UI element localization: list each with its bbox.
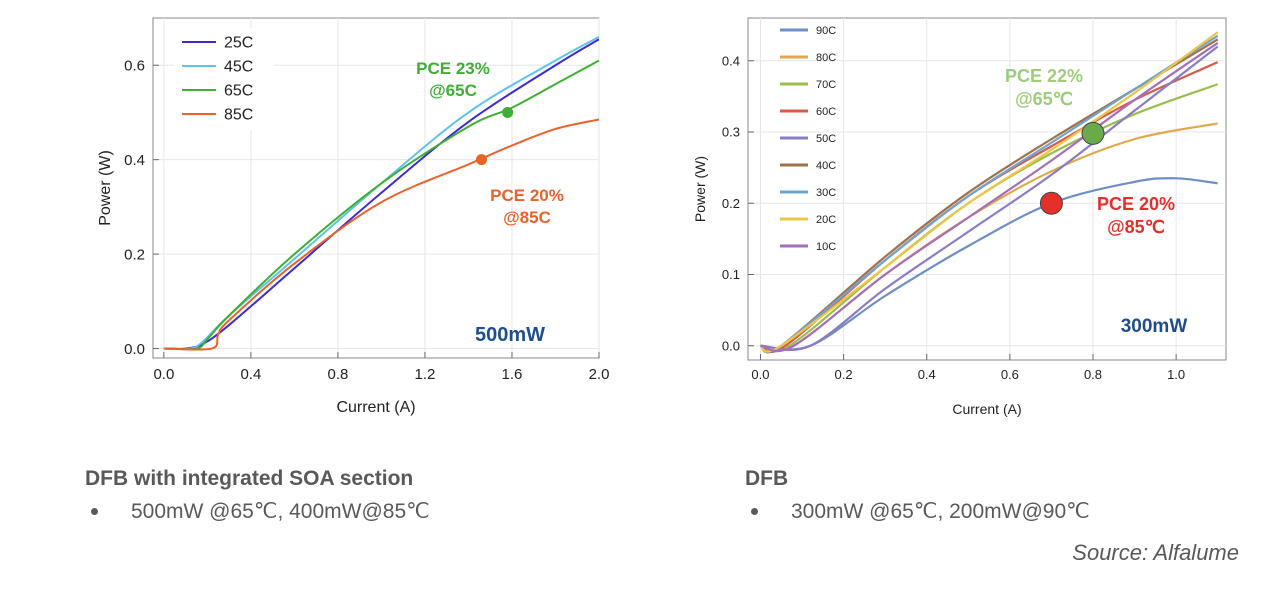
- series-line-50C: [760, 45, 1219, 352]
- annotation-pce-85-line2: @85℃: [1107, 217, 1165, 237]
- pce-65c-point: [502, 106, 514, 118]
- chart-dfb-soa: 0.0 0.4 0.8 1.2 1.6 2.0 0.0 0.2 0.4 0.6 Current (A…: [97, 17, 610, 416]
- pce-85c-point: [1039, 191, 1063, 215]
- y-axis-label: Power (W): [97, 150, 114, 226]
- caption-right-title: DFB: [745, 467, 789, 490]
- x-tick-label: 0.8: [327, 366, 348, 383]
- series-line-65C: [163, 59, 599, 351]
- x-tick-label: 0.4: [240, 366, 261, 383]
- series-line-10C: [760, 42, 1219, 353]
- legend-label-65C: 65C: [224, 83, 253, 100]
- plot-frame: [747, 17, 1227, 361]
- series-line-45C: [163, 36, 599, 351]
- annotation-pce-65-line1: PCE 23%: [416, 59, 490, 78]
- annotation-pce-85-line1: PCE 20%: [490, 186, 564, 205]
- x-tick-label: 1.2: [415, 366, 436, 383]
- x-axis-label: Current (A): [336, 399, 415, 416]
- legend-label-20C: 20C: [816, 214, 836, 226]
- y-tick-label: 0.6: [124, 57, 145, 74]
- x-tick-label: 0.0: [153, 366, 174, 383]
- legend-label-70C: 70C: [816, 79, 836, 91]
- x-tick-label: 0.0: [751, 367, 769, 382]
- legend-label-80C: 80C: [816, 52, 836, 64]
- annotation-pce-65-line2: @65C: [429, 81, 477, 100]
- y-tick-label: 0.4: [722, 53, 740, 68]
- caption-right-bullet-text: 300mW @65℃, 200mW@90℃: [791, 500, 1090, 523]
- x-axis-label: Current (A): [952, 401, 1021, 417]
- bullet-dot-icon: [91, 508, 98, 515]
- annotation-pce-85-line1: PCE 20%: [1097, 194, 1175, 214]
- caption-left-title: DFB with integrated SOA section: [85, 467, 414, 490]
- caption-right-bullet: 300mW @65℃, 200mW@90℃: [745, 499, 1090, 524]
- legend-label-50C: 50C: [816, 133, 836, 145]
- x-tick-label: 0.6: [1001, 367, 1019, 382]
- annotation-power: 500mW: [475, 324, 545, 346]
- caption-left-bullet-text: 500mW @65℃, 400mW@85℃: [131, 500, 430, 523]
- y-tick-label: 0.4: [124, 152, 145, 169]
- y-tick-label: 0.3: [722, 125, 740, 140]
- annotation-power: 300mW: [1121, 316, 1188, 337]
- annotation-pce-85-line2: @85C: [503, 208, 551, 227]
- legend-label-60C: 60C: [816, 106, 836, 118]
- y-tick-label: 0.2: [124, 246, 145, 263]
- legend-label-45C: 45C: [224, 59, 253, 76]
- x-tick-label: 0.8: [1084, 367, 1102, 382]
- x-tick-label: 0.2: [835, 367, 853, 382]
- x-tick-label: 1.0: [1167, 367, 1185, 382]
- legend-label-25C: 25C: [224, 35, 253, 52]
- series-line-85C: [163, 118, 599, 351]
- bullet-dot-icon: [751, 508, 758, 515]
- legend-label-90C: 90C: [816, 25, 836, 37]
- annotation-pce-65-line2: @65℃: [1015, 89, 1073, 109]
- y-tick-label: 0.2: [722, 196, 740, 211]
- legend-label-30C: 30C: [816, 187, 836, 199]
- source-note: Source: Alfalume: [1072, 540, 1239, 565]
- caption-left-bullet: 500mW @65℃, 400mW@85℃: [85, 499, 430, 524]
- x-tick-label: 1.6: [502, 366, 523, 383]
- chart-dfb: 0.0 0.2 0.4 0.6 0.8 1.0 0.0 0.1 0.2 0.3 0.4 Current…: [692, 17, 1227, 417]
- pce-85c-point: [476, 154, 488, 166]
- caption-left: DFB with integrated SOA section 500mW @6…: [85, 467, 430, 524]
- pce-65c-point: [1081, 121, 1105, 145]
- legend-label-40C: 40C: [816, 160, 836, 172]
- legend-label-10C: 10C: [816, 241, 836, 253]
- y-tick-label: 0.1: [722, 267, 740, 282]
- y-tick-label: 0.0: [124, 341, 145, 358]
- legend-label-85C: 85C: [224, 107, 253, 124]
- y-tick-label: 0.0: [722, 338, 740, 353]
- x-tick-label: 2.0: [589, 366, 610, 383]
- series-line-20C: [759, 31, 1219, 353]
- annotation-pce-65-line1: PCE 22%: [1005, 66, 1083, 86]
- y-axis-label: Power (W): [692, 156, 708, 222]
- x-tick-label: 0.4: [918, 367, 936, 382]
- caption-right: DFB 300mW @65℃, 200mW@90℃: [745, 467, 1090, 524]
